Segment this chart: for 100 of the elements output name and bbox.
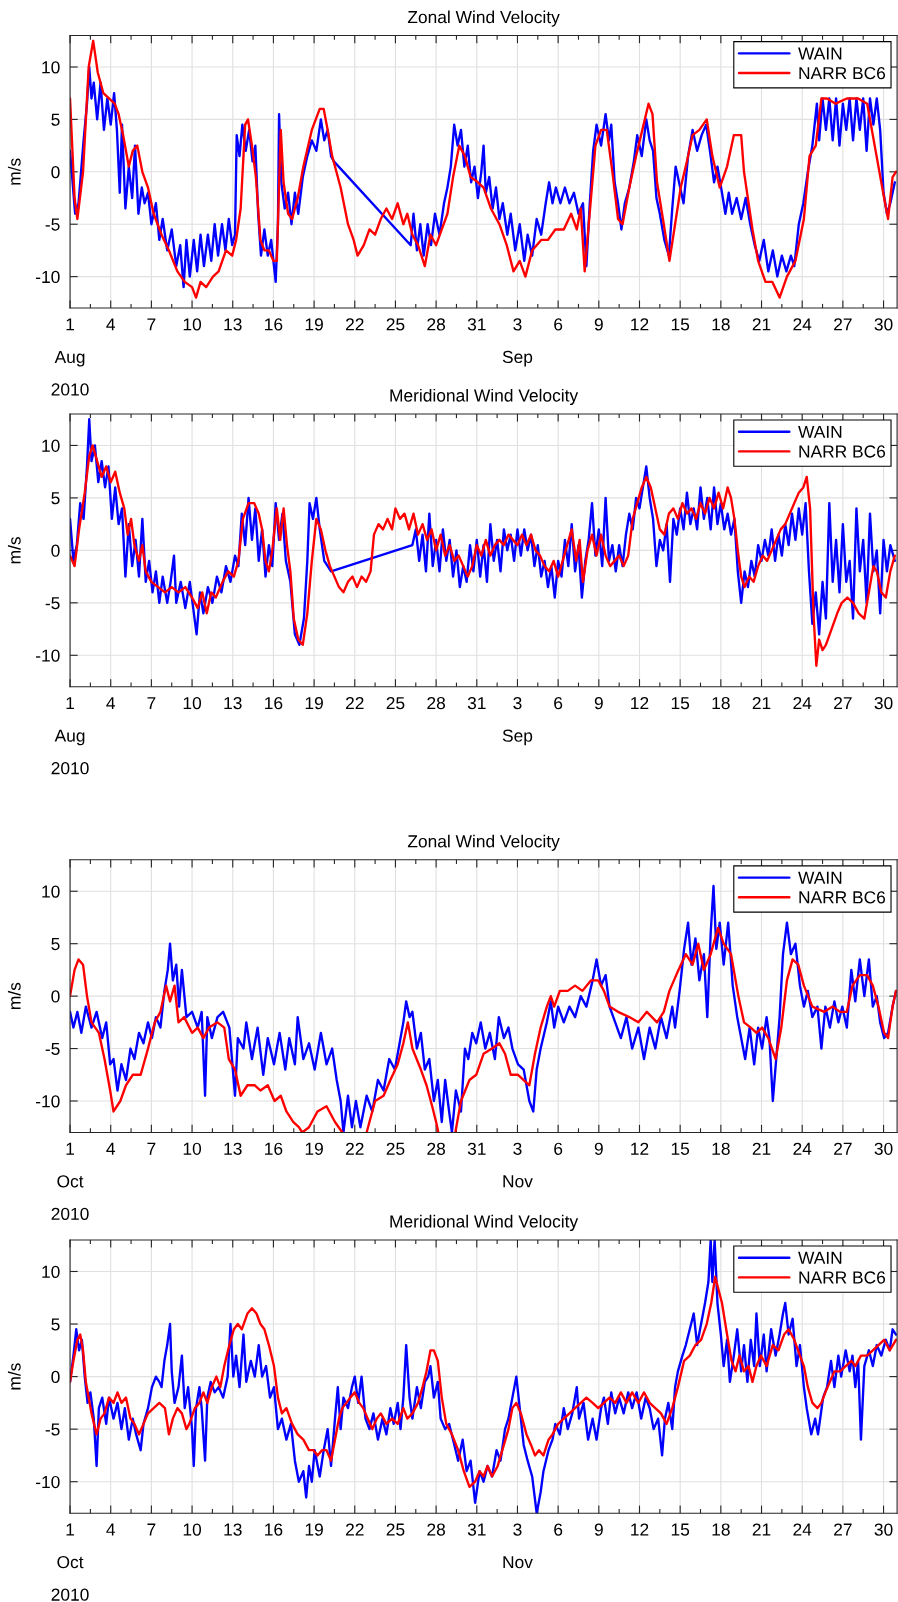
x-tick-label: 13 bbox=[224, 1523, 242, 1536]
x-tick-label: 15 bbox=[671, 697, 690, 710]
x-tick-label: 25 bbox=[386, 1142, 405, 1155]
x-tick-label: 1 Aug 2010 bbox=[51, 697, 89, 775]
legend-label: NARR BC6 bbox=[799, 66, 886, 80]
chart-title: Meridional Wind Velocity bbox=[390, 388, 579, 406]
x-tick-label: 24 bbox=[793, 696, 812, 710]
x-tick-label: 25 bbox=[386, 1523, 405, 1536]
chart-title: Zonal Wind Velocity bbox=[407, 10, 560, 27]
x-tick-label: 13 bbox=[224, 318, 242, 331]
x-tick-label: 18 bbox=[712, 1142, 730, 1155]
x-tick-label: 3 Nov bbox=[503, 1523, 533, 1569]
x-tick-label: 12 bbox=[631, 1142, 649, 1155]
x-tick-label: 22 bbox=[345, 696, 364, 710]
x-tick-label: 18 bbox=[712, 696, 730, 710]
x-tick-label: 16 bbox=[265, 1523, 283, 1536]
x-tick-label: 9 bbox=[594, 1523, 603, 1536]
x-tick-label: 7 bbox=[147, 1142, 156, 1155]
y-tick-label: 10 bbox=[42, 439, 60, 452]
x-tick-label: 9 bbox=[594, 1142, 603, 1155]
x-tick-label: 7 bbox=[147, 697, 156, 710]
chart-title: Zonal Wind Velocity bbox=[407, 834, 560, 851]
x-tick-label: 4 bbox=[106, 1523, 116, 1536]
x-tick-label: 21 bbox=[752, 696, 771, 710]
x-tick-label: 30 bbox=[874, 1523, 893, 1536]
x-tick-label: 31 bbox=[467, 1142, 486, 1155]
y-tick-label: 5 bbox=[51, 1318, 60, 1331]
x-tick-label: 6 bbox=[554, 1523, 563, 1536]
x-tick-label: 19 bbox=[305, 1523, 323, 1536]
x-tick-label: 3 Nov bbox=[503, 1142, 533, 1188]
x-tick-label: 1 Aug 2010 bbox=[51, 318, 89, 396]
x-tick-label: 6 bbox=[554, 1142, 563, 1155]
x-tick-label: 12 bbox=[631, 318, 649, 331]
y-tick-label: -5 bbox=[45, 218, 60, 231]
legend-label: WAIN bbox=[798, 1251, 842, 1264]
line-series bbox=[70, 418, 897, 646]
x-tick-label: 19 bbox=[305, 696, 323, 710]
x-tick-label: 31 bbox=[467, 1523, 486, 1536]
y-tick-label: -5 bbox=[45, 1423, 60, 1436]
y-tick-label: 0 bbox=[51, 1370, 60, 1384]
legend-label: WAIN bbox=[798, 871, 842, 884]
y-tick-label: 0 bbox=[51, 544, 60, 557]
x-tick-label: 30 bbox=[874, 696, 893, 710]
y-tick-label: 5 bbox=[51, 938, 60, 951]
x-tick-label: 7 bbox=[147, 318, 156, 331]
x-tick-label: 18 bbox=[712, 318, 730, 331]
x-tick-label: 31 bbox=[467, 696, 486, 710]
y-tick-label: 0 bbox=[51, 990, 60, 1003]
x-tick-label: 31 bbox=[467, 318, 486, 331]
x-tick-label: 21 bbox=[752, 318, 771, 331]
x-tick-label: 3 Sep bbox=[502, 318, 533, 367]
x-tick-label: 28 bbox=[427, 1142, 446, 1155]
line-series bbox=[70, 444, 897, 667]
y-tick-label: 10 bbox=[42, 1265, 60, 1278]
y-tick-label: -5 bbox=[45, 597, 60, 610]
x-tick-label: 30 bbox=[874, 1142, 893, 1155]
x-tick-label: 4 bbox=[106, 697, 116, 710]
x-tick-label: 24 bbox=[793, 1142, 812, 1155]
y-tick-label: 5 bbox=[51, 113, 60, 126]
y-tick-label: -10 bbox=[36, 1095, 60, 1108]
y-axis-title: m/s bbox=[7, 158, 21, 185]
x-tick-label: 12 bbox=[631, 696, 649, 710]
y-tick-label: -5 bbox=[45, 1042, 60, 1056]
y-axis-title: m/s bbox=[7, 1363, 21, 1390]
x-tick-label: 10 bbox=[183, 318, 202, 331]
x-tick-label: 18 bbox=[712, 1523, 730, 1536]
x-tick-label: 16 bbox=[265, 696, 283, 710]
x-tick-label: 10 bbox=[183, 1523, 202, 1536]
legend-label: NARR BC6 bbox=[799, 445, 886, 458]
x-tick-label: 3 Sep bbox=[502, 696, 533, 746]
x-tick-label: 15 bbox=[671, 1523, 690, 1536]
legend-label: NARR BC6 bbox=[799, 1271, 886, 1284]
y-tick-label: 5 bbox=[51, 492, 60, 505]
x-tick-label: 28 bbox=[427, 696, 446, 710]
x-tick-label: 12 bbox=[631, 1523, 649, 1536]
x-tick-label: 19 bbox=[305, 1142, 323, 1155]
x-tick-label: 15 bbox=[671, 318, 690, 331]
x-tick-label: 27 bbox=[834, 1523, 852, 1536]
legend-label: WAIN bbox=[798, 425, 842, 438]
x-tick-label: 27 bbox=[834, 318, 852, 331]
x-tick-label: 4 bbox=[106, 318, 116, 331]
x-tick-label: 10 bbox=[183, 696, 202, 710]
y-tick-label: -10 bbox=[36, 270, 60, 284]
x-tick-label: 25 bbox=[386, 318, 405, 331]
x-tick-label: 6 bbox=[554, 696, 563, 710]
x-tick-label: 21 bbox=[752, 1523, 771, 1536]
x-tick-label: 21 bbox=[752, 1142, 771, 1155]
x-tick-label: 6 bbox=[554, 318, 563, 331]
x-tick-label: 28 bbox=[427, 318, 446, 331]
chart-title: Meridional Wind Velocity bbox=[390, 1214, 579, 1232]
x-tick-label: 24 bbox=[793, 318, 812, 331]
x-tick-label: 16 bbox=[265, 318, 283, 331]
x-tick-label: 9 bbox=[594, 696, 603, 710]
x-tick-label: 28 bbox=[427, 1523, 446, 1536]
x-tick-label: 13 bbox=[224, 1142, 242, 1155]
legend-label: WAIN bbox=[798, 47, 842, 60]
legend-label: NARR BC6 bbox=[799, 891, 886, 904]
x-tick-label: 24 bbox=[793, 1523, 812, 1536]
x-tick-label: 1 Oct 2010 bbox=[51, 1523, 89, 1601]
x-tick-label: 19 bbox=[305, 318, 323, 331]
